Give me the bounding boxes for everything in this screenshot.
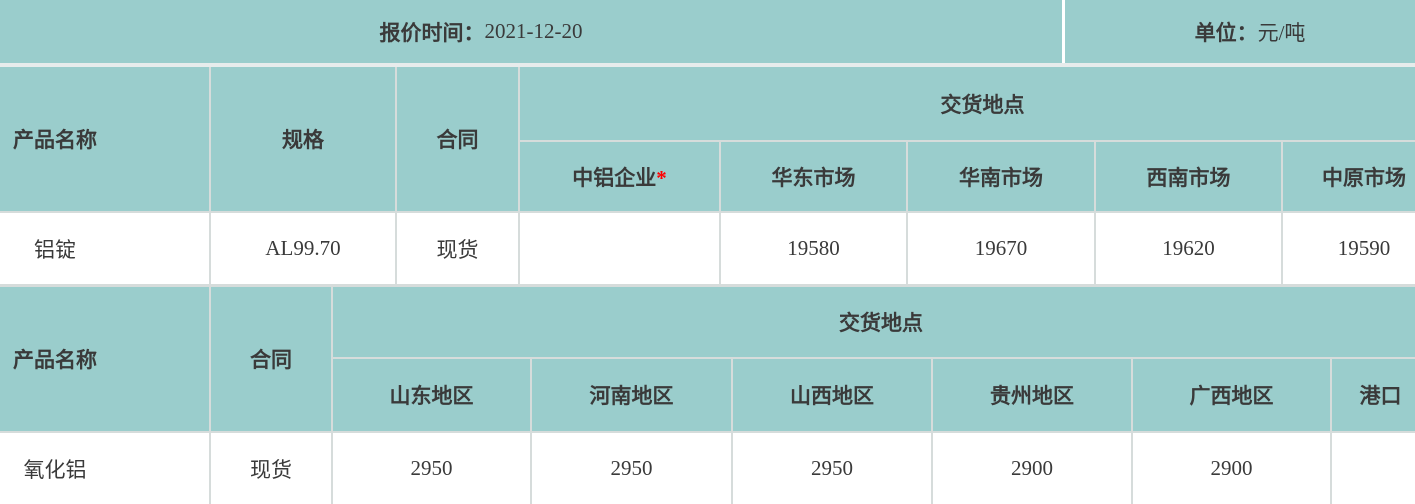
cell-price-central-plains: 19590: [1280, 211, 1415, 284]
cell-price-south-china: 19670: [906, 211, 1096, 284]
cell-contract: 现货: [395, 211, 520, 284]
cell-price-shandong: 2950: [331, 431, 532, 504]
top-info-bar: 报价时间： 2021-12-20 单位： 元/吨: [0, 0, 1415, 63]
cell-contract: 现货: [209, 431, 333, 504]
header-contract: 合同: [209, 287, 333, 433]
price-table-aluminum-ingot: 产品名称 规格 合同 交货地点 中铝企业* 华东市场 华南市场 西南市场 中原市…: [0, 67, 1415, 284]
unit-label: 单位：: [1194, 20, 1258, 45]
header-product-name: 产品名称: [0, 287, 211, 433]
subheader-port: 港口: [1329, 357, 1415, 433]
required-asterisk: *: [656, 165, 667, 190]
header-product-name-label: 产品名称: [13, 348, 97, 372]
table-separator: [0, 284, 1415, 287]
cell-product: 氧化铝: [0, 431, 211, 504]
cell-spec: AL99.70: [209, 211, 397, 284]
cell-product-label: 氧化铝: [23, 457, 87, 482]
price-table-alumina: 产品名称 合同 交货地点 山东地区 河南地区 山西地区 贵州地区 广西地区 港口…: [0, 287, 1415, 504]
header-contract: 合同: [395, 67, 520, 213]
header-spec: 规格: [209, 67, 397, 213]
cell-price-southwest: 19620: [1094, 211, 1283, 284]
subheader-guangxi-region: 广西地区: [1131, 357, 1332, 433]
unit-cell: 单位： 元/吨: [1065, 0, 1415, 63]
cell-price-guizhou: 2900: [931, 431, 1133, 504]
cell-price-shanxi: 2950: [731, 431, 933, 504]
cell-price-henan: 2950: [530, 431, 733, 504]
unit-value: 元/吨: [1257, 20, 1306, 45]
quote-time-label: 报价时间：: [379, 20, 485, 45]
quote-time-value: 2021-12-20: [484, 19, 583, 43]
quote-time-cell: 报价时间： 2021-12-20: [0, 0, 1062, 63]
cell-price-guangxi: 2900: [1131, 431, 1332, 504]
header-product-name: 产品名称: [0, 67, 211, 213]
subheader-central-plains-market: 中原市场: [1280, 140, 1415, 213]
subheader-shanxi-region: 山西地区: [731, 357, 933, 433]
header-delivery-location: 交货地点: [517, 67, 1415, 142]
subheader-south-china-market: 华南市场: [906, 140, 1096, 213]
cell-price-east-china: 19580: [719, 211, 908, 284]
subheader-southwest-market: 西南市场: [1094, 140, 1283, 213]
cell-product-label: 铝锭: [34, 237, 76, 262]
header-delivery-location: 交货地点: [330, 287, 1415, 359]
cell-price-port: [1329, 431, 1415, 504]
cell-product: 铝锭: [0, 211, 211, 284]
table-row-alumina: 氧化铝 现货 2950 2950 2950 2900 2900: [0, 431, 1415, 504]
subheader-chinalco-label: 中铝企业: [572, 165, 657, 190]
subheader-shandong-region: 山东地区: [332, 357, 532, 433]
header-product-name-label: 产品名称: [13, 128, 97, 152]
subheader-chinalco-enterprises: 中铝企业*: [519, 140, 721, 213]
subheader-east-china-market: 华东市场: [719, 140, 908, 213]
cell-price-chinalco: [518, 211, 721, 284]
band-table-separator: [0, 63, 1415, 67]
subheader-henan-region: 河南地区: [530, 357, 733, 433]
subheader-guizhou-region: 贵州地区: [931, 357, 1133, 433]
table-row-aluminum-ingot: 铝锭 AL99.70 现货 19580 19670 19620 19590: [0, 211, 1415, 284]
